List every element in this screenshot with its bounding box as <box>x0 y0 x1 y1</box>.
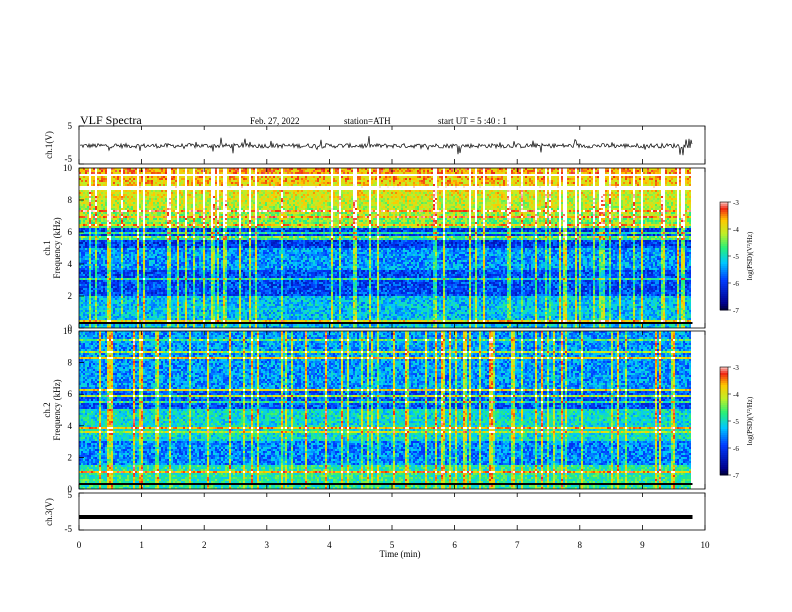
xtick-label: 9 <box>640 540 645 550</box>
ch1-waveform-panel: 5 -5 ch.1(V) <box>44 121 705 164</box>
ch1-colorbar-tick-label: -7 <box>733 307 739 315</box>
vlf-figure: VLF Spectra Feb. 27, 2022 station=ATH st… <box>0 0 792 612</box>
date-label: Feb. 27, 2022 <box>250 116 300 126</box>
ch1-ytick-top: 5 <box>68 121 73 131</box>
ch1-colorbar-tick-label: -4 <box>733 226 739 234</box>
ch1-spectrogram-image <box>79 168 692 328</box>
start-time-label: start UT = 5 :40 : 1 <box>438 116 507 126</box>
ch1-colorbar-label: log(PSD)(V²/Hz) <box>746 231 754 280</box>
ch1-spectrogram-ytick-label: 4 <box>68 259 73 269</box>
xtick-label: 7 <box>515 540 520 550</box>
ch3-waveform-line <box>79 515 693 519</box>
ch1-waveform-line <box>80 136 692 155</box>
ch1-spectrogram-ytick-label: 6 <box>68 227 73 237</box>
ch1-ylabel: ch.1(V) <box>44 131 54 159</box>
ch2-colorbar-tick-label: -3 <box>733 364 739 372</box>
ch3-waveform-panel: 5 -5 ch.3(V) <box>44 490 705 534</box>
ch1-spectrogram-ylabel-2: Frequency (kHz) <box>52 217 62 278</box>
ch2-spectrogram-ylabel-2: Frequency (kHz) <box>52 379 62 440</box>
ch2-spectrogram-image <box>79 331 692 489</box>
ch2-spectrogram-ytick-label: 10 <box>63 326 73 336</box>
ch1-colorbar: -3 -4 -5 -6 -7 log(PSD)(V²/Hz) <box>720 199 754 315</box>
xtick-label: 0 <box>77 540 82 550</box>
xtick-label: 3 <box>265 540 270 550</box>
xtick-label: 10 <box>701 540 711 550</box>
ch2-colorbar: -3 -4 -5 -6 -7 log(PSD)(V²/Hz) <box>720 364 754 480</box>
xaxis-label: Time (min) <box>380 549 421 559</box>
ch2-spectrogram-ytick-label: 8 <box>68 358 73 368</box>
ch2-colorbar-tick-label: -5 <box>733 418 739 426</box>
ch2-spectrogram-ytick-label: 2 <box>68 452 73 462</box>
ch3-ytick-top: 5 <box>68 490 73 500</box>
ch1-spectrogram-ytick-label: 2 <box>68 291 73 301</box>
ch1-colorbar-tick-label: -6 <box>733 280 739 288</box>
xtick-label: 2 <box>202 540 207 550</box>
ch3-ytick-bottom: -5 <box>65 524 73 534</box>
xtick-label: 8 <box>578 540 583 550</box>
ch1-colorbar-tick-label: -3 <box>733 199 739 207</box>
ch2-colorbar-tick-label: -7 <box>733 472 739 480</box>
ch2-spectrogram-ytick-label: 4 <box>68 421 73 431</box>
ch3-waveform-frame <box>79 493 705 530</box>
xtick-label: 4 <box>327 540 332 550</box>
station-label: station=ATH <box>344 116 391 126</box>
figure-title: VLF Spectra <box>80 113 142 127</box>
ch1-spectrogram-ylabel-1: ch.1 <box>42 240 52 255</box>
ch2-spectrogram-ytick-label: 6 <box>68 389 73 399</box>
ch1-spectrogram-ytick-label: 8 <box>68 195 73 205</box>
ch1-colorbar-tick-label: -5 <box>733 253 739 261</box>
ch2-colorbar-tick-label: -6 <box>733 445 739 453</box>
ch2-colorbar-label: log(PSD)(V²/Hz) <box>746 396 754 445</box>
ch1-spectrogram-ytick-label: 10 <box>63 163 73 173</box>
ch3-ylabel: ch.3(V) <box>44 498 54 526</box>
ch2-spectrogram-ylabel-1: ch.2 <box>42 402 52 417</box>
xtick-label: 6 <box>452 540 457 550</box>
xtick-label: 1 <box>139 540 144 550</box>
ch2-colorbar-tick-label: -4 <box>733 391 739 399</box>
